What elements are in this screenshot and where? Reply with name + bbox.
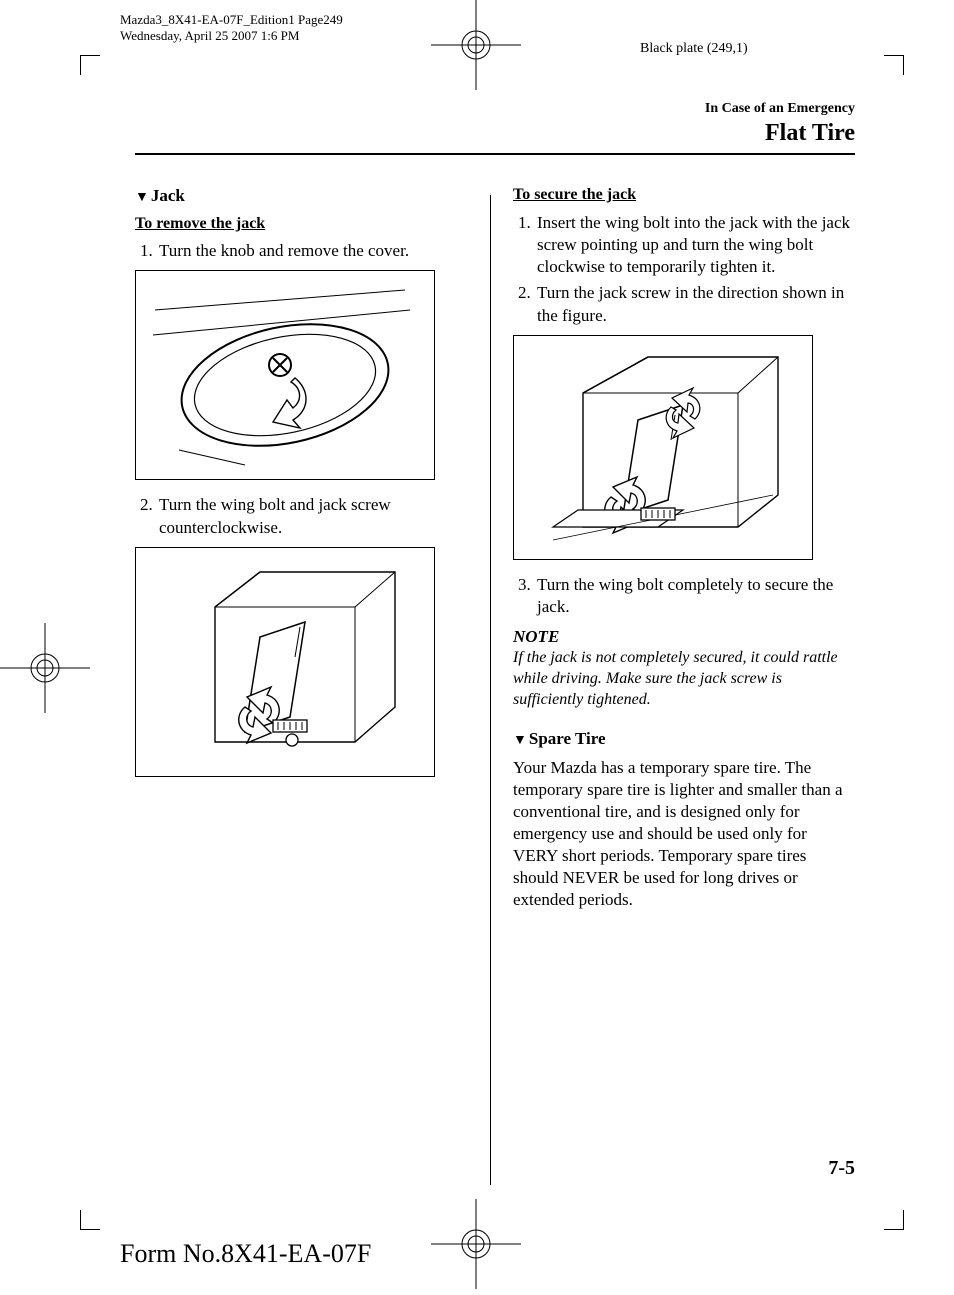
- registration-mark-top: [431, 0, 521, 96]
- heading-secure-jack: To secure the jack: [513, 185, 855, 206]
- remove-step-2: Turn the wing bolt and jack screw counte…: [157, 494, 477, 538]
- note-label: NOTE: [513, 627, 559, 646]
- secure-step-3: Turn the wing bolt completely to secure …: [535, 574, 855, 618]
- note-block: NOTE If the jack is not completely secur…: [513, 626, 855, 710]
- page-header: In Case of an Emergency Flat Tire: [135, 100, 855, 155]
- chapter-label: In Case of an Emergency: [135, 100, 855, 118]
- heading-jack: Jack: [135, 185, 477, 207]
- form-number: Form No.8X41-EA-07F: [120, 1237, 371, 1271]
- column-divider: [490, 195, 491, 1185]
- page-number: 7-5: [828, 1155, 855, 1181]
- secure-step-1: Insert the wing bolt into the jack with …: [535, 212, 855, 278]
- figure-jack-direction: [513, 335, 813, 560]
- black-plate-label: Black plate (249,1): [640, 40, 748, 58]
- note-body: If the jack is not completely secured, i…: [513, 648, 855, 710]
- print-metadata: Mazda3_8X41-EA-07F_Edition1 Page249 Wedn…: [120, 12, 343, 45]
- figure-cover-removal: [135, 270, 435, 480]
- left-column: Jack To remove the jack Turn the knob an…: [135, 185, 477, 921]
- secure-step-2: Turn the jack screw in the direction sho…: [535, 282, 855, 326]
- section-title: Flat Tire: [135, 118, 855, 149]
- spare-tire-paragraph: Your Mazda has a temporary spare tire. T…: [513, 757, 855, 912]
- page-content: In Case of an Emergency Flat Tire Jack T…: [135, 100, 855, 921]
- crop-mark: [80, 1210, 100, 1230]
- registration-mark-bottom: [431, 1199, 521, 1295]
- remove-step-1: Turn the knob and remove the cover.: [157, 240, 477, 262]
- print-meta-line1: Mazda3_8X41-EA-07F_Edition1 Page249: [120, 12, 343, 28]
- right-column: To secure the jack Insert the wing bolt …: [513, 185, 855, 921]
- figure-jack-ccw: [135, 547, 435, 777]
- heading-spare-tire: Spare Tire: [513, 728, 855, 750]
- heading-remove-jack: To remove the jack: [135, 214, 477, 235]
- crop-mark: [884, 1210, 904, 1230]
- crop-mark: [884, 55, 904, 75]
- print-meta-line2: Wednesday, April 25 2007 1:6 PM: [120, 28, 343, 44]
- crop-mark: [80, 55, 100, 75]
- registration-mark-left: [0, 623, 90, 719]
